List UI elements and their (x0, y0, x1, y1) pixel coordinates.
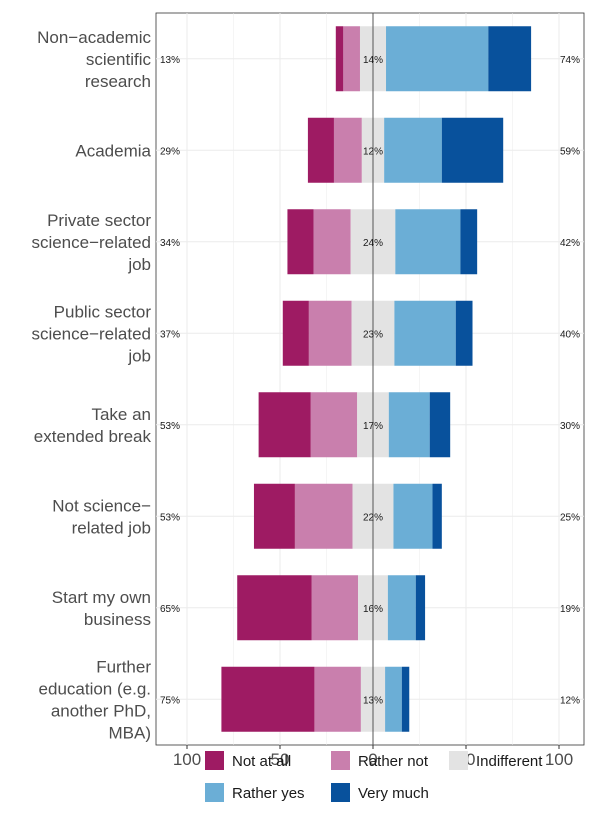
legend-swatch (205, 783, 224, 802)
center-pct-label: 24% (363, 238, 383, 249)
bar-not-at-all (307, 117, 334, 183)
bar-rather-yes (387, 575, 416, 641)
legend: Not at all Rather not Indifferent Rather ye… (205, 751, 543, 802)
left-pct-label: 53% (160, 512, 180, 523)
category-label: Take an extended break (34, 405, 152, 446)
x-tick-label: 50 (271, 750, 290, 769)
bar-rather-yes (393, 483, 433, 549)
bar-rather-not (314, 666, 361, 732)
center-pct-label: 14% (363, 55, 383, 66)
left-pct-label: 29% (160, 146, 180, 157)
bar-not-at-all (335, 26, 344, 92)
bar-rather-not (333, 117, 362, 183)
category-label: Further education (e.g. another PhD, MBA) (39, 657, 152, 742)
center-pct-label: 23% (363, 329, 383, 340)
legend-swatch (449, 751, 468, 770)
bar-rather-not (308, 300, 352, 366)
bar-not-at-all (258, 392, 311, 458)
bar-very-much (460, 209, 478, 275)
legend-label: Indifferent (476, 753, 543, 770)
bar-not-at-all (221, 666, 315, 732)
bar-not-at-all (253, 483, 295, 549)
bar-very-much (488, 26, 532, 92)
category-label: Not science− related job (52, 496, 151, 537)
category-label: Start my own business (52, 588, 151, 629)
center-pct-label: 22% (363, 512, 383, 523)
center-pct-label: 17% (363, 421, 383, 432)
bar-rather-yes (395, 209, 461, 275)
bar-rather-not (311, 575, 359, 641)
legend-swatch (331, 783, 350, 802)
category-labels: Non−academic scientific research Academia Pr… (31, 28, 151, 743)
category-label: Academia (75, 141, 151, 160)
bar-not-at-all (237, 575, 312, 641)
bar-not-at-all (287, 209, 314, 275)
bar-rather-not (294, 483, 353, 549)
right-pct-label: 19% (560, 604, 580, 615)
right-pct-label: 30% (560, 421, 580, 432)
bar-rather-not (343, 26, 360, 92)
legend-label: Rather yes (232, 785, 305, 802)
x-tick-label: 100 (545, 750, 573, 769)
category-label: Private sector science−related job (31, 211, 151, 274)
left-pct-label: 13% (160, 55, 180, 66)
bar-very-much (401, 666, 410, 732)
bar-very-much (432, 483, 442, 549)
center-pct-label: 16% (363, 604, 383, 615)
center-pct-label: 13% (363, 695, 383, 706)
legend-swatch (331, 751, 350, 770)
right-pct-label: 25% (560, 512, 580, 523)
left-pct-label: 53% (160, 421, 180, 432)
left-pct-label: 34% (160, 238, 180, 249)
bar-rather-not (310, 392, 358, 458)
legend-label: Not at all (232, 753, 291, 770)
right-pct-label: 42% (560, 238, 580, 249)
bar-rather-yes (388, 392, 430, 458)
bar-very-much (441, 117, 504, 183)
legend-swatch (205, 751, 224, 770)
bar-rather-not (313, 209, 351, 275)
bar-rather-yes (384, 117, 442, 183)
bar-not-at-all (282, 300, 309, 366)
left-pct-label: 75% (160, 695, 180, 706)
bar-rather-yes (386, 26, 489, 92)
legend-label: Rather not (358, 753, 429, 770)
right-pct-label: 12% (560, 695, 580, 706)
left-pct-label: 65% (160, 604, 180, 615)
bar-rather-yes (394, 300, 456, 366)
percent-labels: 13% 14% 74% 29% 12% 59% 34% 24% 42% 37% 23% 40% 53% 1… (160, 55, 580, 707)
bar-very-much (415, 575, 426, 641)
right-pct-label: 40% (560, 329, 580, 340)
right-pct-label: 59% (560, 146, 580, 157)
category-label: Public sector science−related job (31, 302, 151, 365)
right-pct-label: 74% (560, 55, 580, 66)
legend-label: Very much (358, 785, 429, 802)
center-pct-label: 12% (363, 146, 383, 157)
x-tick-label: 0 (368, 750, 377, 769)
bar-rather-yes (385, 666, 402, 732)
left-pct-label: 37% (160, 329, 180, 340)
bar-very-much (429, 392, 451, 458)
category-label: Non−academic scientific research (37, 28, 151, 91)
bar-very-much (455, 300, 473, 366)
x-tick-label: 100 (173, 750, 201, 769)
